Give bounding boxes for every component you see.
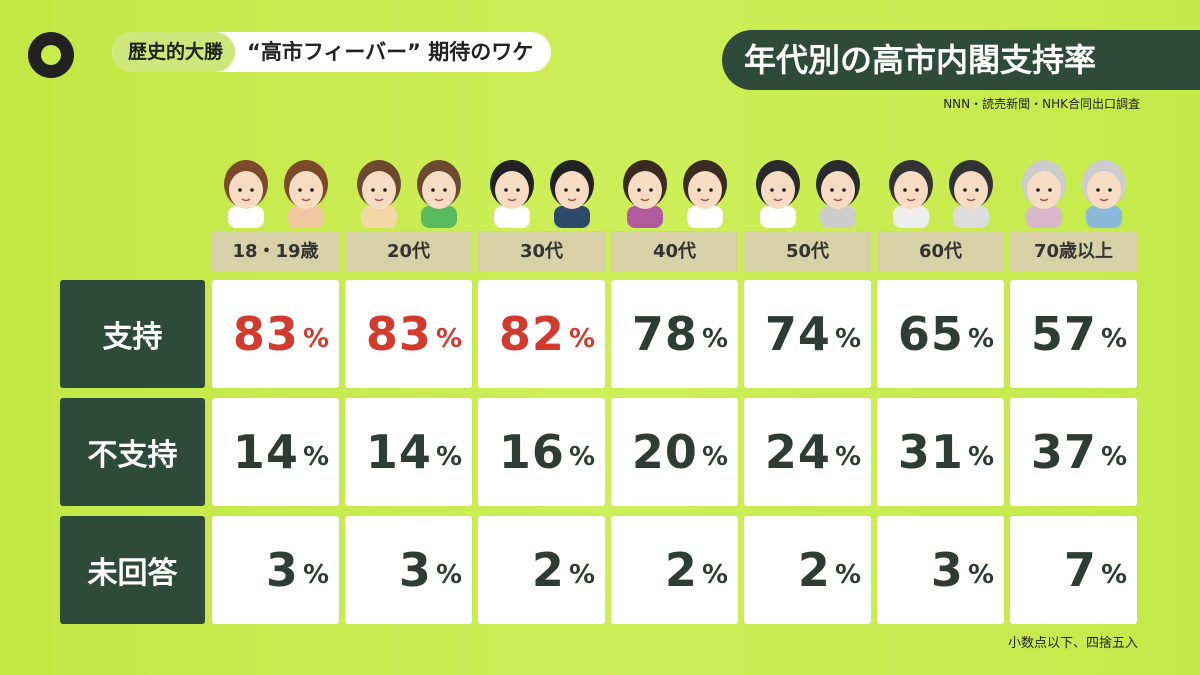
table-cell: 57% [1010, 280, 1137, 388]
percent-value: 16 [498, 425, 565, 479]
row-label: 未回答 [60, 516, 205, 624]
percent-unit: % [701, 560, 728, 590]
percent-unit: % [435, 560, 462, 590]
percent-unit: % [834, 560, 861, 590]
percent-unit: % [568, 560, 595, 590]
table-cell: 2% [478, 516, 605, 624]
table-cell: 14% [345, 398, 472, 506]
section-tag: 歴史的大勝 [112, 32, 236, 72]
percent-unit: % [302, 324, 329, 354]
table-cell: 16% [478, 398, 605, 506]
percent-value: 65 [897, 307, 964, 361]
table-cell: 3% [877, 516, 1004, 624]
age-group-illustration [611, 152, 738, 228]
percent-unit: % [1100, 442, 1127, 472]
percent-value: 2 [531, 543, 565, 597]
chart-title: 年代別の高市内閣支持率 [722, 30, 1200, 90]
percent-value: 3 [398, 543, 432, 597]
percent-unit: % [568, 442, 595, 472]
age-group-label: 18・19歳 [212, 231, 339, 272]
percent-unit: % [302, 442, 329, 472]
percent-unit: % [435, 442, 462, 472]
rounding-note: 小数点以下、四捨五入 [1007, 636, 1138, 651]
percent-unit: % [568, 324, 595, 354]
table-cell: 24% [744, 398, 871, 506]
table-cell: 65% [877, 280, 1004, 388]
age-group-label: 20代 [345, 231, 472, 272]
age-group-illustration [1010, 152, 1137, 228]
table-cell: 83% [212, 280, 339, 388]
percent-value: 74 [764, 307, 831, 361]
percent-unit: % [967, 442, 994, 472]
percent-unit: % [967, 324, 994, 354]
table-cell: 3% [212, 516, 339, 624]
table-cell: 20% [611, 398, 738, 506]
age-group-illustration [744, 152, 871, 228]
percent-value: 3 [265, 543, 299, 597]
headline-bar: 歴史的大勝 “高市フィーバー” 期待のワケ [112, 32, 552, 72]
percent-value: 83 [232, 307, 299, 361]
age-group-label: 30代 [478, 231, 605, 272]
table-cell: 83% [345, 280, 472, 388]
age-group-label: 70歳以上 [1010, 231, 1137, 272]
percent-value: 14 [365, 425, 432, 479]
age-group-illustration [212, 152, 339, 228]
table-cell: 7% [1010, 516, 1137, 624]
percent-value: 3 [930, 543, 964, 597]
age-group-label: 50代 [744, 231, 871, 272]
percent-value: 57 [1030, 307, 1097, 361]
percent-value: 14 [232, 425, 299, 479]
percent-unit: % [701, 324, 728, 354]
source-credit: NNN・読売新聞・NHK合同出口調査 [943, 97, 1140, 111]
table-cell: 78% [611, 280, 738, 388]
percent-unit: % [701, 442, 728, 472]
row-label: 不支持 [60, 398, 205, 506]
age-group-illustration [345, 152, 472, 228]
age-group-illustration [877, 152, 1004, 228]
percent-value: 24 [764, 425, 831, 479]
percent-unit: % [834, 442, 861, 472]
table-cell: 37% [1010, 398, 1137, 506]
percent-unit: % [1100, 560, 1127, 590]
table-cell: 82% [478, 280, 605, 388]
row-label: 支持 [60, 280, 205, 388]
percent-value: 83 [365, 307, 432, 361]
percent-unit: % [1100, 324, 1127, 354]
age-group-label: 40代 [611, 231, 738, 272]
percent-unit: % [302, 560, 329, 590]
table-cell: 74% [744, 280, 871, 388]
percent-unit: % [435, 324, 462, 354]
table-cell: 14% [212, 398, 339, 506]
age-group-label: 60代 [877, 231, 1004, 272]
table-cell: 2% [611, 516, 738, 624]
percent-unit: % [834, 324, 861, 354]
percent-value: 2 [664, 543, 698, 597]
percent-value: 2 [797, 543, 831, 597]
percent-value: 7 [1063, 543, 1097, 597]
percent-value: 78 [631, 307, 698, 361]
percent-value: 20 [631, 425, 698, 479]
percent-value: 31 [897, 425, 964, 479]
table-cell: 3% [345, 516, 472, 624]
headline: “高市フィーバー” 期待のワケ [247, 40, 534, 64]
percent-unit: % [967, 560, 994, 590]
table-cell: 31% [877, 398, 1004, 506]
table-cell: 2% [744, 516, 871, 624]
percent-value: 37 [1030, 425, 1097, 479]
channel-logo [28, 32, 74, 78]
age-group-illustration [478, 152, 605, 228]
percent-value: 82 [498, 307, 565, 361]
